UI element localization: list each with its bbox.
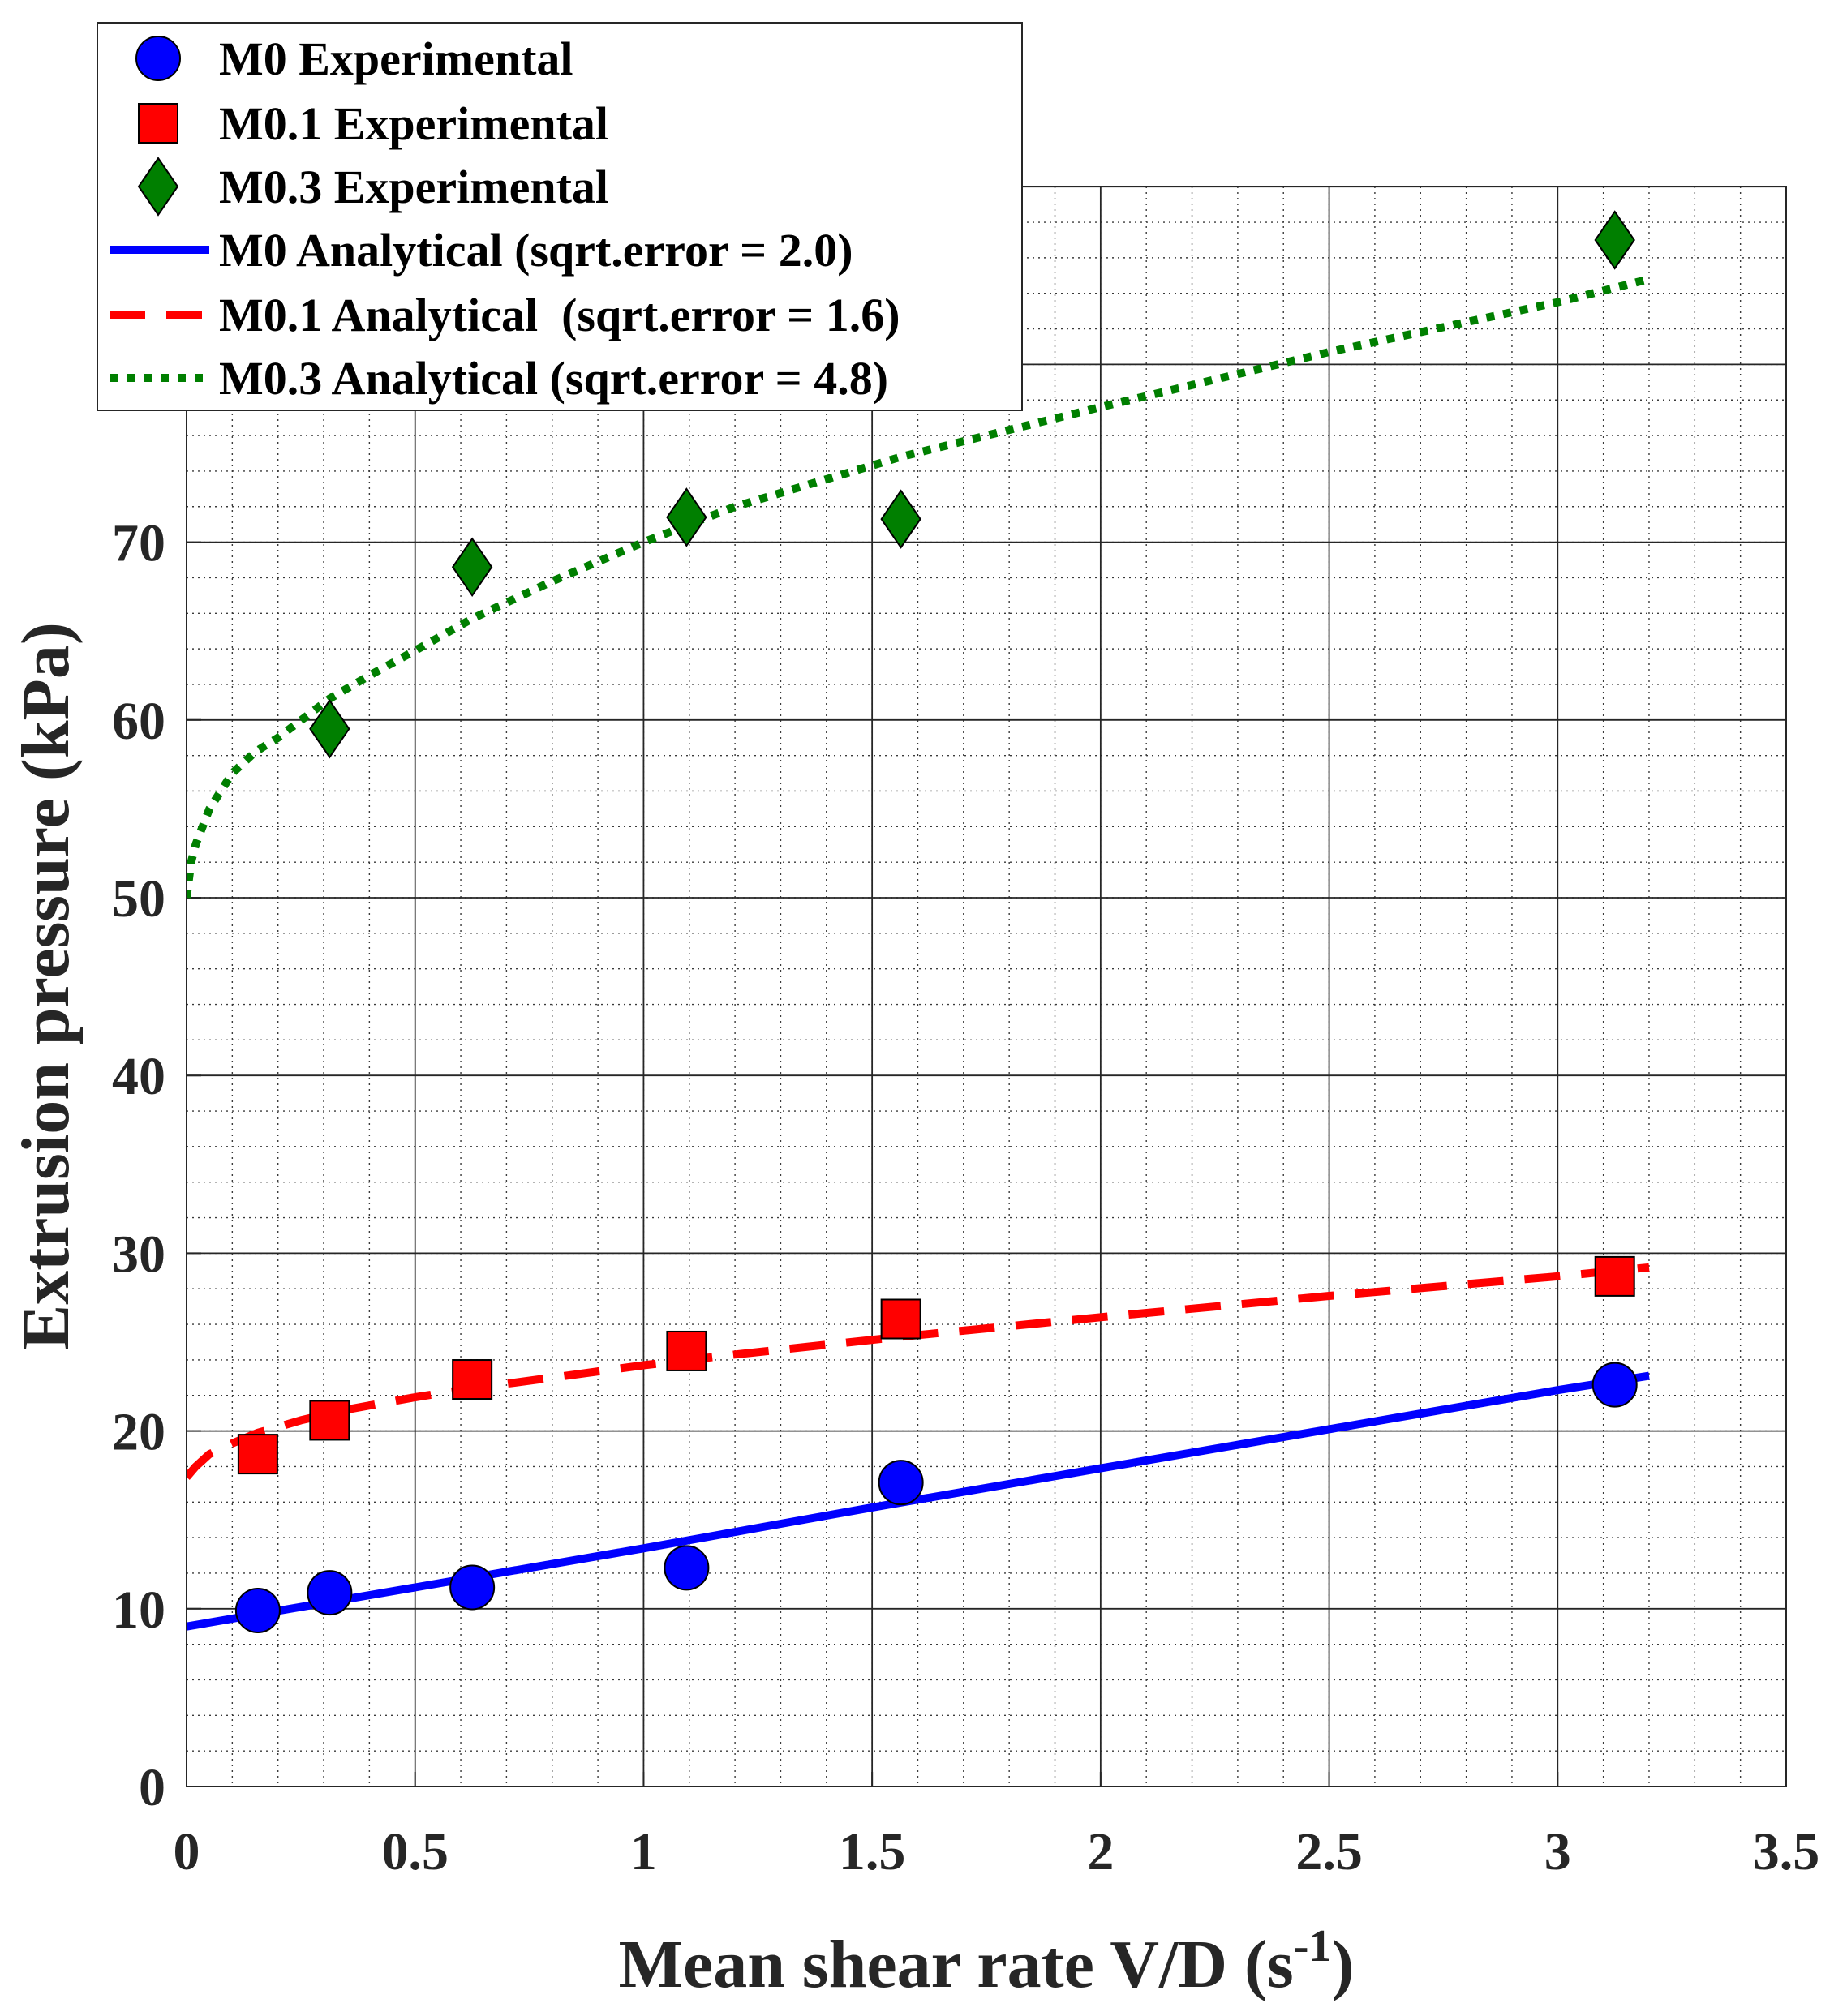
x-axis-title: Mean shear rate V/D (s-1) xyxy=(619,1921,1355,2002)
legend-marker-circle xyxy=(135,36,181,81)
legend-label: M0.1 Analytical (sqrt.error = 1.6) xyxy=(219,289,900,341)
legend-marker-diamond xyxy=(137,157,179,217)
x-tick-label: 3.5 xyxy=(1753,1822,1820,1881)
x-tick-label: 1.5 xyxy=(839,1822,906,1881)
data-point-circle xyxy=(234,1587,281,1633)
data-point-square xyxy=(666,1330,707,1371)
x-tick-label: 2.5 xyxy=(1295,1822,1363,1881)
data-point-diamond xyxy=(880,489,921,549)
data-point-circle xyxy=(1591,1362,1638,1408)
legend: M0 Experimental M0.1 Experimental M0.3 Exp… xyxy=(97,22,1023,411)
data-point-square xyxy=(237,1434,278,1475)
y-tick-label: 20 xyxy=(112,1403,165,1462)
experimental-markers xyxy=(234,210,1638,1633)
x-tick-label: 1 xyxy=(630,1822,657,1881)
data-point-circle xyxy=(664,1545,710,1591)
legend-label: M0.1 Experimental xyxy=(219,97,608,150)
analytical-line-dotted xyxy=(187,275,1651,899)
data-point-circle xyxy=(449,1564,496,1611)
data-point-diamond xyxy=(666,487,707,547)
x-tick-label: 0.5 xyxy=(381,1822,449,1881)
data-point-square xyxy=(309,1400,350,1441)
x-axis-title-superscript: -1 xyxy=(1294,1921,1332,1971)
data-point-diamond xyxy=(309,698,350,759)
data-point-circle xyxy=(878,1460,924,1506)
y-tick-label: 30 xyxy=(112,1225,165,1284)
y-tick-labels: 0 10 20 30 40 50 60 70 xyxy=(112,514,165,1817)
data-point-diamond xyxy=(451,537,493,598)
y-tick-label: 40 xyxy=(112,1047,165,1106)
legend-label: M0.3 Analytical (sqrt.error = 4.8) xyxy=(219,352,888,405)
legend-box xyxy=(97,22,1023,411)
x-axis-title-main: Mean shear rate V/D (s xyxy=(619,1927,1294,2002)
data-point-square xyxy=(452,1359,493,1400)
y-axis-title: Extrusion pressure (kPa) xyxy=(8,622,84,1350)
legend-label: M0.3 Experimental xyxy=(219,161,608,213)
legend-label: M0 Analytical (sqrt.error = 2.0) xyxy=(219,224,853,277)
y-tick-label: 0 xyxy=(139,1758,165,1817)
x-tick-label: 0 xyxy=(174,1822,200,1881)
y-tick-label: 60 xyxy=(112,692,165,751)
legend-label: M0 Experimental xyxy=(219,32,573,85)
legend-marker-square xyxy=(138,103,178,144)
x-axis-title-suffix: ) xyxy=(1331,1927,1354,2002)
data-point-square xyxy=(880,1298,921,1340)
x-tick-label: 3 xyxy=(1544,1822,1571,1881)
x-tick-labels: 0 0.5 1 1.5 2 2.5 3 3.5 xyxy=(174,1822,1820,1881)
data-point-square xyxy=(1594,1255,1635,1297)
x-tick-label: 2 xyxy=(1087,1822,1114,1881)
y-tick-label: 70 xyxy=(112,514,165,573)
data-point-diamond xyxy=(1594,210,1635,270)
axis-ticks xyxy=(186,541,1787,1787)
y-tick-label: 50 xyxy=(112,869,165,929)
y-tick-label: 10 xyxy=(112,1581,165,1640)
data-point-circle xyxy=(307,1570,353,1616)
